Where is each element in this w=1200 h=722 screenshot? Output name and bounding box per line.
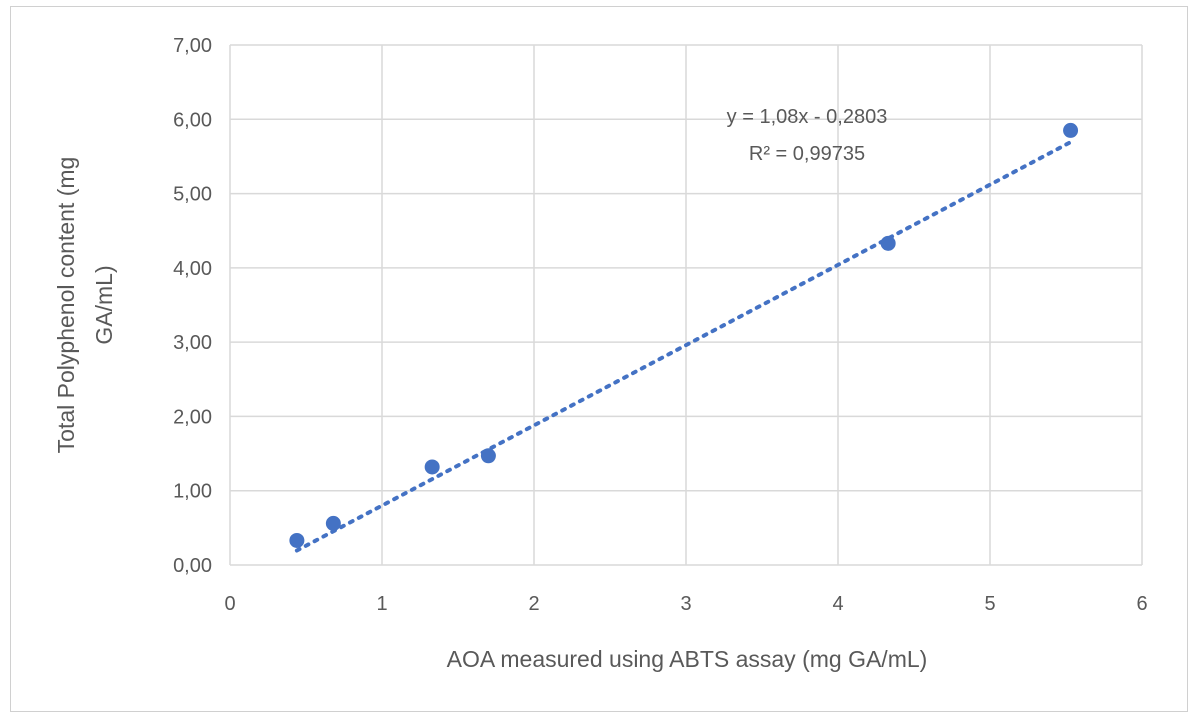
x-tick-label: 6 xyxy=(1136,593,1147,615)
y-axis-ticks: 0,00 1,00 2,00 3,00 4,00 5,00 6,00 7,00 xyxy=(173,35,212,577)
trendline-equation: y = 1,08x - 0,2803 xyxy=(727,106,888,128)
y-tick-label: 5,00 xyxy=(173,184,212,206)
data-points xyxy=(289,122,1079,548)
x-tick-label: 2 xyxy=(528,593,539,615)
x-tick-label: 4 xyxy=(832,593,843,615)
y-tick-label: 6,00 xyxy=(173,109,212,131)
y-axis-title-line-2: GA/mL) xyxy=(91,265,117,344)
trendline-r-squared: R² = 0,99735 xyxy=(749,143,865,165)
y-tick-label: 1,00 xyxy=(173,481,212,503)
x-tick-label: 5 xyxy=(984,593,995,615)
y-axis-title-line-1: Total Polyphenol content (mg xyxy=(53,157,79,454)
data-point xyxy=(880,235,896,251)
data-point xyxy=(480,448,496,464)
x-tick-label: 3 xyxy=(680,593,691,615)
chart-frame xyxy=(10,6,1188,712)
data-point xyxy=(1063,122,1079,138)
y-tick-label: 0,00 xyxy=(173,555,212,577)
grid-lines xyxy=(229,44,1143,566)
trendline xyxy=(294,140,1073,553)
x-axis-ticks: 0 1 2 3 4 5 6 xyxy=(224,593,1147,615)
x-tick-label: 0 xyxy=(224,593,235,615)
x-axis-title: AOA measured using ABTS assay (mg GA/mL) xyxy=(447,646,928,672)
y-tick-label: 4,00 xyxy=(173,258,212,280)
y-tick-label: 3,00 xyxy=(173,332,212,354)
x-tick-label: 1 xyxy=(376,593,387,615)
y-tick-label: 7,00 xyxy=(173,35,212,57)
data-point xyxy=(289,532,305,548)
data-point xyxy=(325,515,341,531)
data-point xyxy=(424,459,440,475)
trendline-group xyxy=(294,140,1073,553)
y-tick-label: 2,00 xyxy=(173,406,212,428)
